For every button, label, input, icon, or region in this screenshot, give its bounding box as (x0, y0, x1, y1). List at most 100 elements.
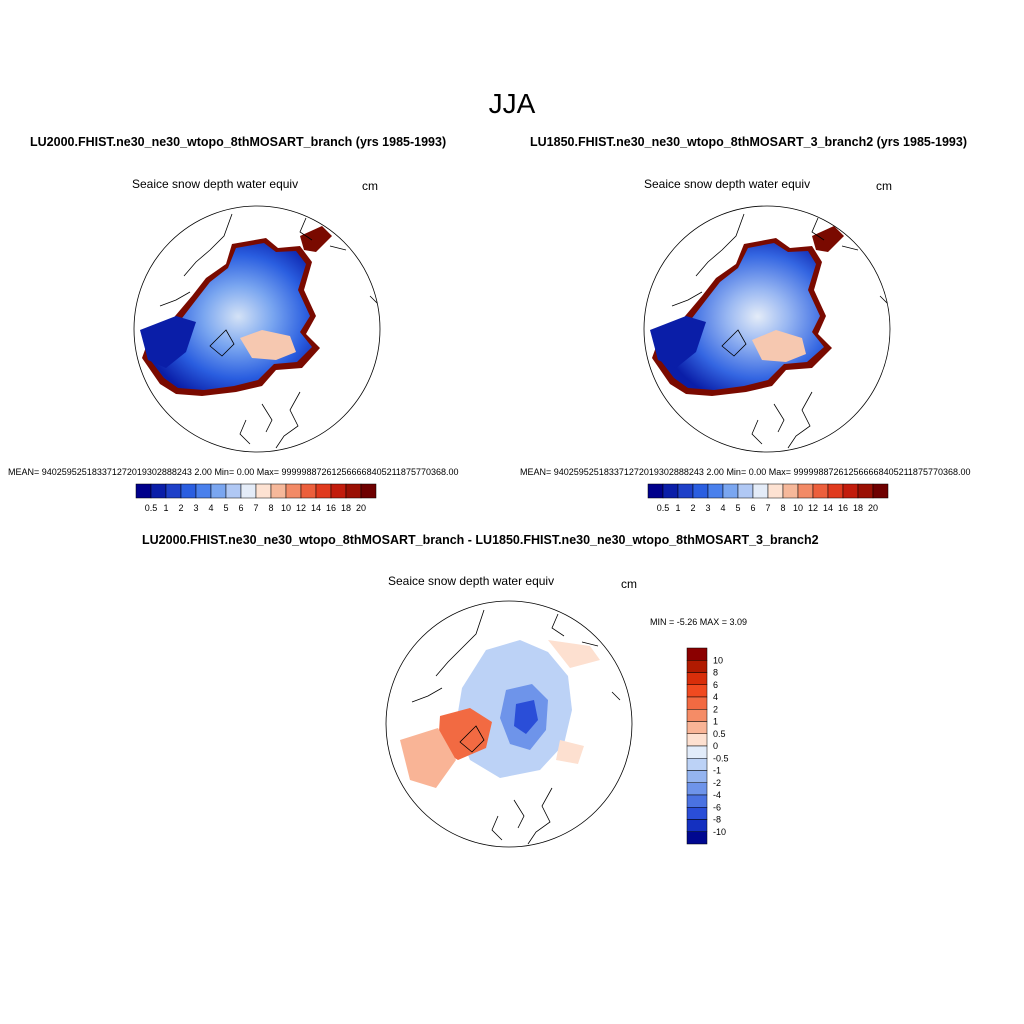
right-colorbar-swatch (782, 483, 799, 499)
diff-field-deep-blue (514, 700, 538, 734)
diff-colorbar-tick-label: 0.5 (713, 729, 726, 739)
right-colorbar-swatch (677, 483, 694, 499)
left-colorbar-swatch (330, 483, 347, 499)
diff-field-pale-red (548, 640, 600, 764)
diff-colorbar-swatch (686, 794, 708, 808)
left-colorbar-swatch (180, 483, 197, 499)
diff-colorbar-swatch (686, 696, 708, 710)
left-colorbar-swatch (225, 483, 242, 499)
right-colorbar-swatch (872, 483, 889, 499)
diff-units-label: cm (621, 577, 637, 591)
right-colorbar-swatch (857, 483, 874, 499)
right-colorbar-swatch (797, 483, 814, 499)
diff-polar-map (385, 600, 633, 848)
left-colorbar-swatch (345, 483, 362, 499)
left-colorbar-tick-label: 18 (341, 503, 351, 513)
left-colorbar-tick-label: 12 (296, 503, 306, 513)
figure-title: JJA (488, 88, 536, 119)
left-colorbar-swatch (255, 483, 272, 499)
left-map-boundary (133, 205, 381, 453)
right-colorbar-tick-label: 10 (793, 503, 803, 513)
left-stats-text: MEAN= 940259525183371272019302888243 2.0… (8, 467, 459, 477)
right-colorbar-tick-label: 20 (868, 503, 878, 513)
right-stats-text: MEAN= 940259525183371272019302888243 2.0… (520, 467, 971, 477)
left-ice-tongue (240, 330, 296, 360)
diff-colorbar-swatch (686, 709, 708, 722)
right-units-label: cm (876, 179, 892, 193)
left-colorbar-tick-label: 0.5 (145, 503, 158, 513)
right-colorbar-swatch (812, 483, 829, 499)
right-polar-map (643, 205, 891, 453)
diff-colorbar-tick-label: -1 (713, 766, 721, 776)
left-colorbar-tick-label: 14 (311, 503, 321, 513)
right-colorbar-tick-label: 7 (765, 503, 770, 513)
diff-colorbar-swatch (686, 660, 708, 673)
right-colorbar-swatch (707, 483, 724, 499)
right-colorbar-swatch (752, 483, 769, 499)
left-colorbar-tick-label: 7 (253, 503, 258, 513)
right-ice-greenland-edge (650, 316, 706, 368)
left-coastline (159, 213, 379, 449)
left-colorbar-swatch (315, 483, 332, 499)
right-colorbar-tick-label: 2 (690, 503, 695, 513)
left-colorbar-swatch (135, 483, 152, 499)
diff-colorbar-tick-label: 6 (713, 680, 718, 690)
diff-colorbar-swatch (686, 672, 708, 685)
diff-colorbar-tick-label: -4 (713, 790, 721, 800)
right-colorbar-swatch (827, 483, 844, 499)
left-colorbar-tick-label: 10 (281, 503, 291, 513)
diff-colorbar-swatch (686, 733, 708, 747)
right-colorbar-tick-label: 18 (853, 503, 863, 513)
diff-colorbar-swatch (686, 721, 708, 734)
diff-colorbar-swatch (686, 684, 708, 698)
left-colorbar-swatch (360, 483, 377, 499)
right-colorbar-tick-label: 4 (720, 503, 725, 513)
right-colorbar: 0.5 1 2 3 4 5 6 7 8 10 12 14 16 18 20 (647, 483, 889, 513)
right-ice-tongue (752, 330, 806, 362)
diff-colorbar: 10 8 6 4 2 1 0.5 0 -0.5 -1 -2 -4 -6 -8 -10 (686, 647, 729, 845)
left-colorbar-swatch (210, 483, 227, 499)
left-colorbar-swatch (240, 483, 257, 499)
right-colorbar-swatch (647, 483, 664, 499)
diff-coastline (411, 609, 621, 845)
right-colorbar-swatch (767, 483, 784, 499)
left-colorbar-swatch (150, 483, 167, 499)
left-colorbar-tick-label: 4 (208, 503, 213, 513)
diff-colorbar-swatch (686, 770, 708, 783)
right-colorbar-tick-label: 8 (780, 503, 785, 513)
right-colorbar-tick-label: 1 (675, 503, 680, 513)
left-colorbar-tick-label: 20 (356, 503, 366, 513)
right-variable-label: Seaice snow depth water equiv (644, 177, 811, 191)
right-colorbar-swatch (722, 483, 739, 499)
diff-colorbar-tick-label: 4 (713, 692, 718, 702)
diff-stats-text: MIN = -5.26 MAX = 3.09 (650, 617, 748, 627)
right-ice-nares (812, 226, 844, 252)
diff-panel-title: LU2000.FHIST.ne30_ne30_wtopo_8thMOSART_b… (142, 533, 819, 547)
diff-colorbar-tick-label: -2 (713, 778, 721, 788)
diff-field-red (438, 708, 492, 760)
left-colorbar-swatch (165, 483, 182, 499)
diff-colorbar-tick-label: 2 (713, 704, 718, 714)
left-colorbar-swatch (285, 483, 302, 499)
left-colorbar-tick-label: 16 (326, 503, 336, 513)
diff-colorbar-tick-label: 10 (713, 655, 723, 665)
right-colorbar-tick-label: 3 (705, 503, 710, 513)
right-colorbar-tick-label: 16 (838, 503, 848, 513)
left-units-label: cm (362, 179, 378, 193)
right-colorbar-tick-label: 12 (808, 503, 818, 513)
right-colorbar-swatch (842, 483, 859, 499)
right-colorbar-swatch (692, 483, 709, 499)
diff-colorbar-swatch (686, 819, 708, 832)
left-colorbar: 0.5 1 2 3 4 5 6 7 8 10 12 14 16 18 20 (135, 483, 377, 513)
right-coastline (671, 213, 889, 449)
left-colorbar-tick-label: 5 (223, 503, 228, 513)
left-variable-label: Seaice snow depth water equiv (132, 177, 299, 191)
right-colorbar-swatch (737, 483, 754, 499)
diff-colorbar-swatch (686, 807, 708, 820)
diff-colorbar-tick-label: 0 (713, 741, 718, 751)
diff-colorbar-swatch (686, 758, 708, 771)
left-colorbar-tick-label: 3 (193, 503, 198, 513)
left-colorbar-tick-label: 6 (238, 503, 243, 513)
left-colorbar-swatch (270, 483, 287, 499)
